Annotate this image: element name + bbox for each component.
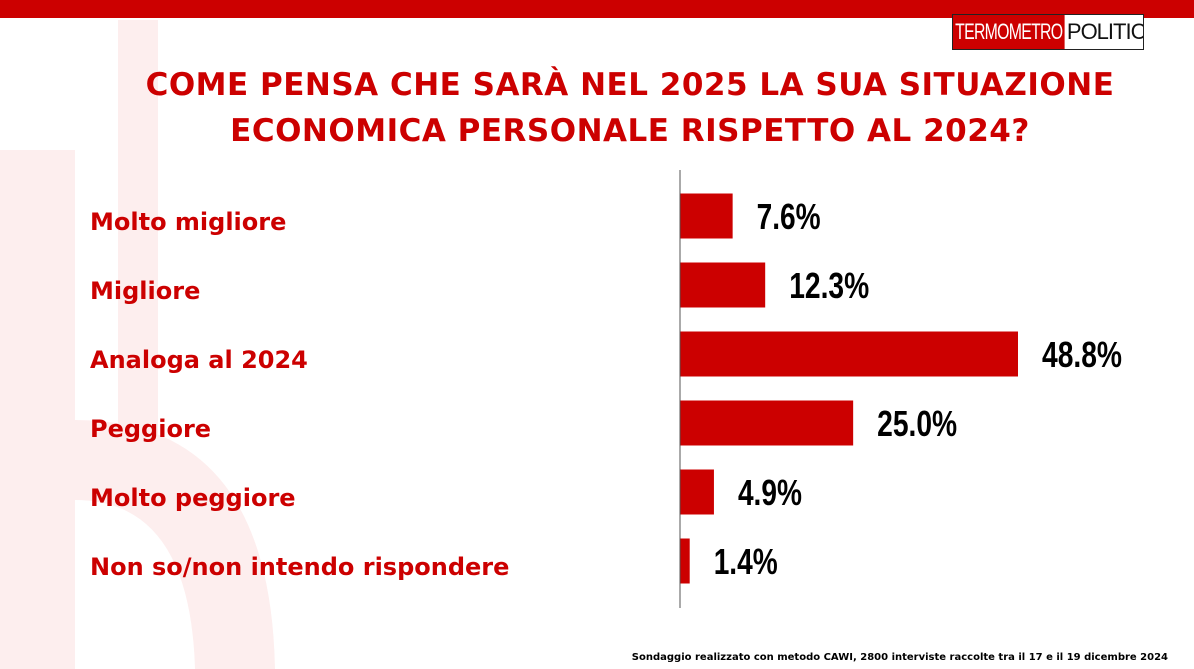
chart-title: COME PENSA CHE SARÀ NEL 2025 LA SUA SITU… <box>60 62 1194 154</box>
category-label: Migliore <box>90 277 200 305</box>
top-accent-bar <box>0 0 1194 18</box>
bar <box>680 193 733 239</box>
chart-title-line-1: COME PENSA CHE SARÀ NEL 2025 LA SUA SITU… <box>145 67 1115 103</box>
bar <box>680 262 766 308</box>
brand-logo-part2: POLITICO <box>1063 15 1143 49</box>
bar <box>680 400 854 446</box>
category-label: Analoga al 2024 <box>90 346 308 374</box>
value-label: 48.8% <box>1042 334 1122 375</box>
category-label: Molto peggiore <box>90 484 296 512</box>
chart-title-line-2: ECONOMICA PERSONALE RISPETTO AL 2024? <box>230 113 1030 149</box>
value-label: 12.3% <box>789 265 869 306</box>
value-label: 7.6% <box>757 196 821 237</box>
brand-logo: TERMOMETRO POLITICO <box>952 14 1144 50</box>
bars-layer: Molto migliore 7.6% Migliore 12.3% Analoga a… <box>90 193 1122 584</box>
footnote: Sondaggio realizzato con metodo CAWI, 28… <box>631 652 1168 663</box>
value-label: 1.4% <box>714 541 778 582</box>
value-label: 25.0% <box>877 403 957 444</box>
bar <box>680 538 690 584</box>
category-label: Peggiore <box>90 415 211 443</box>
bar <box>680 469 714 515</box>
value-label: 4.9% <box>738 472 802 513</box>
bar <box>680 331 1018 377</box>
category-label: Non so/non intendo rispondere <box>90 553 509 581</box>
brand-logo-part1: TERMOMETRO <box>953 15 1065 49</box>
category-label: Molto migliore <box>90 208 286 236</box>
